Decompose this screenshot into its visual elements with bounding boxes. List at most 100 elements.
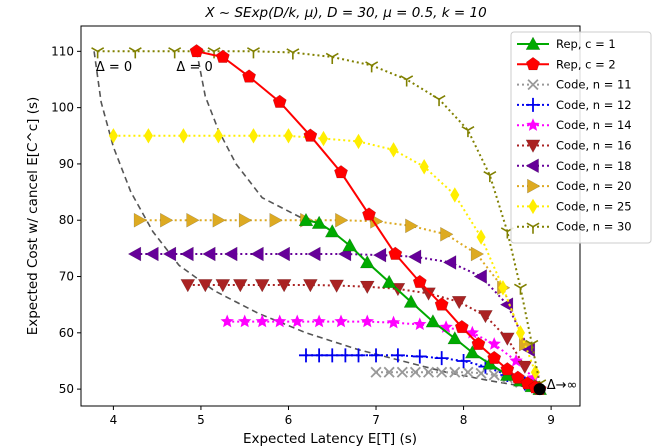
data-point [329,279,345,294]
data-point [483,170,497,183]
legend-item: Code, n = 11 [517,78,632,92]
data-point [298,348,313,363]
data-point [318,130,329,147]
data-point [342,238,358,252]
data-point [307,246,321,262]
y-axis-label: Expected Cost w/ cancel E[C^c] (s) [25,97,41,336]
legend-item: Code, n = 18 [517,158,632,174]
data-point [298,212,314,227]
legend-item: Code, n = 25 [517,198,632,215]
legend-item: Code, n = 14 [517,118,632,132]
legend-marker [525,139,541,154]
data-point [212,212,226,228]
data-point [412,349,427,364]
data-point [108,128,118,144]
data-point [403,294,419,308]
data-point [325,52,339,64]
data-point [127,246,142,262]
annotation: Δ = 0 [176,60,212,75]
x-axis-label: Expected Latency E[T] (s) [243,431,417,447]
data-point [369,348,384,363]
data-point [423,366,435,378]
data-point [250,246,264,262]
legend-label: Code, n = 30 [556,220,632,234]
data-point [476,229,486,245]
y-tick-label: 60 [59,326,74,340]
plot-area [91,44,548,396]
legend-label: Code, n = 16 [556,139,632,153]
data-point [499,297,514,313]
data-point [365,61,379,73]
legend-item: Rep, c = 2 [517,56,616,71]
data-point [478,310,493,324]
data-point [128,47,142,59]
legend-label: Code, n = 18 [556,159,632,173]
data-point [461,125,475,138]
data-point [450,187,460,203]
data-point [276,279,292,293]
data-point [381,274,397,288]
data-point [442,255,457,270]
data-point [440,226,454,242]
x-tick-label: 9 [547,413,555,427]
data-point [133,212,148,228]
data-point [473,269,487,284]
data-point [290,314,304,328]
data-point [498,280,508,296]
data-point [213,128,223,144]
annotation: Δ = 0 [96,60,132,75]
data-point [351,348,366,363]
data-point [525,339,539,352]
data-point [197,279,213,293]
data-point [405,218,419,234]
legend-item: Code, n = 20 [517,178,632,194]
legend-label: Code, n = 11 [556,78,632,92]
y-tick-label: 70 [59,270,74,284]
data-point [471,336,486,350]
series-line [187,284,526,368]
data-point [238,212,253,228]
data-point [475,367,487,379]
data-point [334,314,348,328]
x-tick-label: 7 [372,413,380,427]
legend-item: Code, n = 16 [517,139,632,154]
data-point [359,280,375,295]
data-point [238,314,252,328]
data-point [254,279,270,293]
data-point [272,94,287,108]
data-point [487,337,501,350]
data-point [353,133,364,150]
data-point [180,279,196,293]
data-point [412,274,427,289]
data-point [451,296,467,310]
data-point [370,366,382,378]
data-point [312,348,327,363]
data-point [338,348,353,363]
data-point [413,317,427,331]
data-point [499,332,515,346]
data-point [224,246,238,262]
series-5 [180,279,533,375]
data-point [276,246,290,262]
data-point [396,366,408,378]
data-point [517,360,533,375]
legend-item: Code, n = 12 [517,97,632,112]
x-tick-label: 8 [460,413,468,427]
legend-marker [526,118,540,131]
legend-label: Rep, c = 1 [556,37,616,51]
data-point [513,283,527,295]
data-point [487,350,502,365]
data-point [303,128,318,142]
data-point [419,159,429,175]
data-point [383,366,395,378]
x-tick-label: 4 [110,413,118,427]
data-point [248,128,259,144]
y-tick-label: 90 [59,157,74,171]
data-point [324,223,340,238]
data-point [162,246,177,262]
end-point [533,383,546,396]
data-point [360,314,374,328]
data-point [202,246,216,262]
plot-frame [80,25,581,407]
